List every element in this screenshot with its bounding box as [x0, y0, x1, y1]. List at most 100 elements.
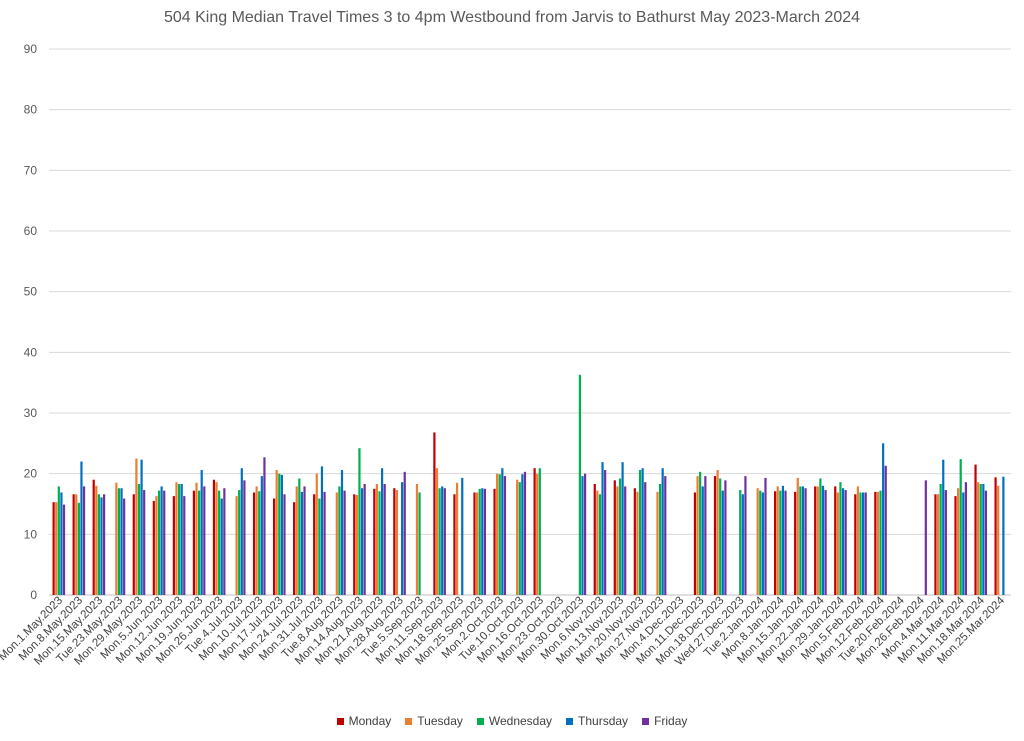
bar-tuesday-32	[696, 476, 699, 595]
bar-monday-12	[293, 502, 296, 595]
bar-tuesday-0	[55, 502, 58, 595]
bar-wednesday-26	[578, 374, 581, 595]
bar-thursday-35	[761, 492, 764, 595]
bar-tuesday-19	[435, 468, 439, 595]
bar-wednesday-30	[658, 483, 662, 595]
x-axis-ticks: Mon.1.May.2023Mon.8.May.2023Mon.15.May.2…	[0, 594, 1008, 668]
bar-friday-36	[784, 490, 787, 595]
legend-item-thursday: Thursday	[566, 714, 628, 728]
bar-monday-46	[974, 464, 977, 595]
legend-label: Wednesday	[488, 714, 553, 728]
bar-wednesday-8	[218, 490, 221, 595]
bar-wednesday-4	[137, 483, 141, 595]
bar-tuesday-37	[796, 477, 799, 595]
y-axis-ticks: 0 10 20 30 40 50 60 70 80 90	[24, 42, 38, 602]
bar-monday-37	[794, 491, 797, 595]
bars	[52, 374, 1005, 595]
bar-wednesday-0	[57, 486, 60, 595]
bar-thursday-34	[741, 494, 744, 595]
bar-friday-28	[624, 486, 627, 595]
bar-thursday-14	[340, 470, 344, 595]
y-tick-label: 70	[24, 163, 38, 177]
legend-swatch	[566, 717, 574, 725]
legend-item-tuesday: Tuesday	[405, 714, 463, 728]
bar-monday-20	[453, 494, 456, 595]
legend-swatch	[336, 717, 344, 725]
bar-tuesday-23	[516, 479, 519, 595]
bar-friday-26	[584, 473, 587, 595]
bar-wednesday-16	[378, 491, 381, 595]
y-tick-label: 0	[30, 588, 37, 602]
bar-monday-17	[393, 488, 396, 595]
legend-label: Thursday	[578, 714, 629, 728]
bar-thursday-27	[601, 462, 604, 595]
bar-wednesday-1	[77, 502, 80, 595]
bar-friday-12	[303, 486, 306, 595]
bar-monday-28	[613, 480, 616, 595]
bar-wednesday-35	[759, 490, 762, 595]
bar-tuesday-14	[335, 492, 338, 595]
bar-friday-13	[323, 491, 326, 595]
bar-thursday-38	[821, 485, 825, 595]
bar-wednesday-5	[157, 490, 161, 595]
bar-thursday-33	[721, 490, 724, 595]
bar-monday-1	[72, 494, 75, 595]
bar-wednesday-13	[318, 498, 321, 595]
bar-thursday-16	[380, 468, 384, 595]
bar-thursday-12	[300, 491, 304, 595]
bar-wednesday-2	[97, 494, 100, 595]
bar-wednesday-27	[598, 494, 602, 595]
bar-monday-13	[313, 494, 316, 595]
bar-thursday-22	[501, 468, 504, 595]
bar-friday-22	[503, 476, 507, 595]
bar-monday-24	[533, 468, 536, 595]
bar-thursday-3	[120, 488, 123, 595]
bar-friday-15	[363, 483, 366, 595]
bar-tuesday-28	[616, 486, 619, 595]
bar-thursday-37	[801, 486, 805, 595]
y-tick-label: 40	[24, 345, 38, 359]
bar-thursday-8	[220, 498, 223, 595]
bar-wednesday-10	[258, 491, 261, 595]
bar-thursday-47	[1002, 476, 1005, 595]
bar-friday-17	[403, 471, 406, 595]
bar-wednesday-15	[358, 448, 361, 595]
bar-monday-10	[252, 492, 256, 595]
bar-thursday-5	[160, 486, 163, 595]
bar-tuesday-11	[275, 470, 278, 595]
y-tick-label: 60	[24, 224, 38, 238]
bar-tuesday-35	[756, 488, 759, 595]
bar-monday-39	[834, 486, 837, 595]
bar-monday-36	[774, 491, 777, 595]
bar-friday-29	[644, 482, 647, 595]
bar-friday-37	[804, 488, 807, 595]
bar-friday-33	[724, 480, 727, 595]
bar-friday-44	[944, 490, 947, 595]
bar-wednesday-39	[839, 482, 842, 595]
bar-monday-2	[92, 479, 95, 595]
bar-friday-0	[62, 504, 66, 595]
bar-thursday-9	[240, 468, 243, 595]
bar-friday-32	[704, 476, 707, 595]
bar-tuesday-27	[596, 490, 599, 595]
bar-wednesday-40	[859, 492, 862, 595]
bar-thursday-17	[401, 482, 404, 595]
bar-tuesday-4	[135, 458, 138, 595]
legend-label: Tuesday	[417, 714, 463, 728]
bar-tuesday-15	[355, 494, 358, 595]
bar-friday-40	[864, 492, 867, 595]
bar-thursday-11	[280, 474, 283, 595]
bar-monday-40	[854, 494, 857, 595]
legend: Monday Tuesday Wednesday Thursday Friday	[0, 714, 1024, 728]
bar-tuesday-6	[175, 482, 178, 595]
bar-tuesday-16	[375, 483, 378, 595]
bar-wednesday-38	[819, 478, 822, 595]
bar-wednesday-14	[338, 486, 341, 595]
bar-wednesday-7	[198, 490, 201, 595]
bar-wednesday-24	[538, 468, 541, 595]
bar-tuesday-9	[235, 496, 238, 595]
bar-monday-32	[693, 492, 697, 595]
bar-tuesday-1	[75, 494, 78, 595]
y-tick-label: 90	[24, 42, 38, 56]
bar-friday-10	[263, 457, 266, 595]
